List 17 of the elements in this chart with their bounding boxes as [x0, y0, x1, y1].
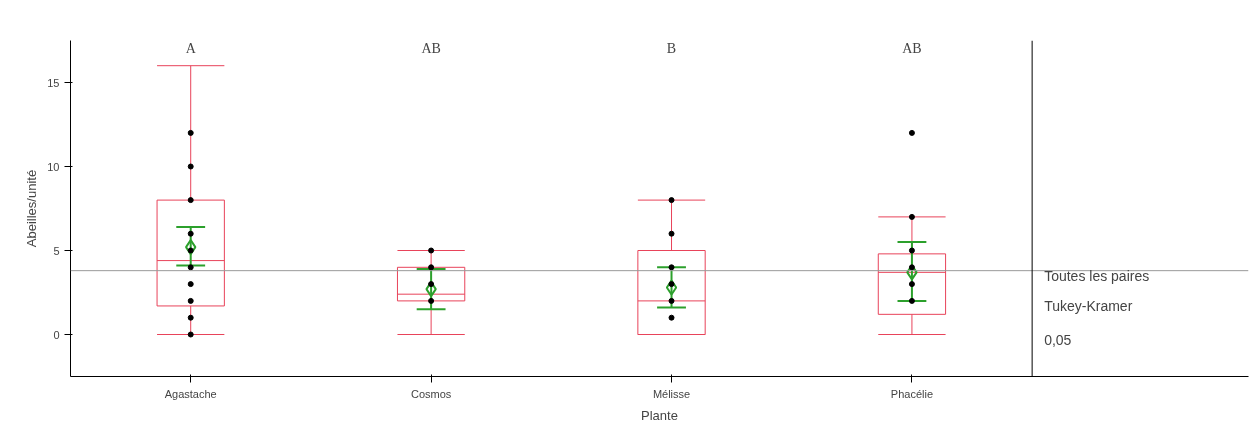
y-tick-label: 15 — [47, 76, 60, 89]
x-tick-label: Phacélie — [890, 387, 934, 400]
annotation: A — [185, 41, 197, 57]
y-tick-label: 10 — [47, 160, 60, 173]
text: Tukey-Kramer — [1044, 298, 1133, 315]
y-axis-title: Abeilles/unité — [24, 169, 40, 248]
text: Toutes les paires — [1044, 268, 1150, 285]
annotation: AB — [421, 41, 441, 57]
x-tick-label: Cosmos — [410, 387, 452, 400]
annotation: AB — [902, 41, 922, 57]
y-tick-label: 5 — [53, 244, 60, 257]
x-tick-label: Agastache — [164, 387, 217, 400]
x-axis-title: Plante — [641, 407, 678, 423]
y-tick-label: 0 — [53, 328, 60, 341]
annotation: B — [666, 41, 677, 57]
x-tick-label: Mélisse — [652, 387, 691, 400]
text: 0,05 — [1044, 331, 1072, 348]
